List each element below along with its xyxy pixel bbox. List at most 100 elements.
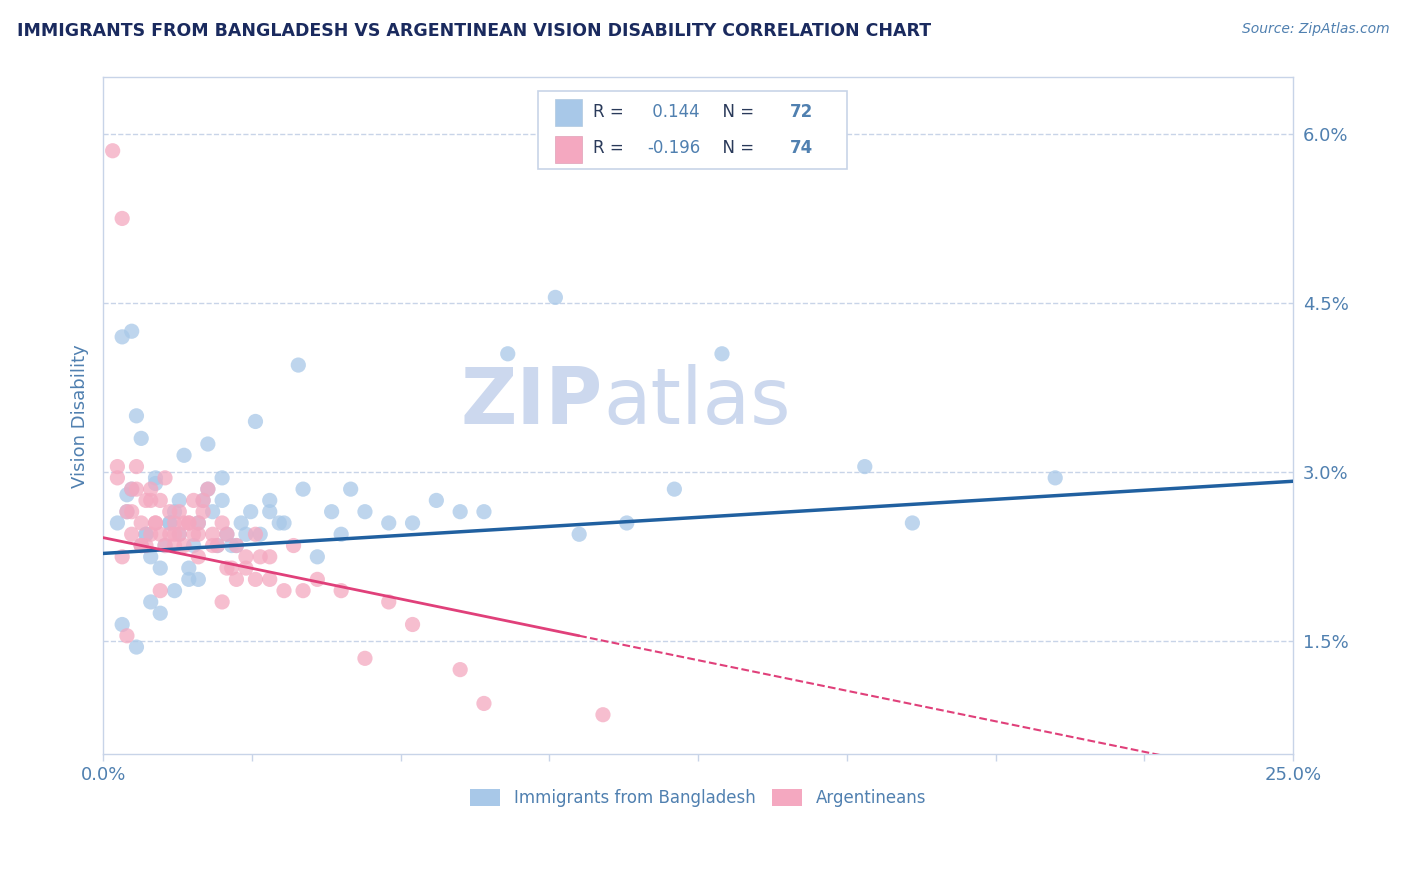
Point [173,516,195,530]
Point [273,583,295,598]
Point [173,539,195,553]
Point [287,358,309,372]
Point [472,505,495,519]
Point [111,617,134,632]
Point [354,651,377,665]
Point [153,471,176,485]
Point [159,505,181,519]
Point [139,482,162,496]
Point [121,482,143,496]
Point [215,527,238,541]
Point [259,573,281,587]
Point [211,595,233,609]
Point [259,549,281,564]
Point [191,505,214,519]
Point [149,583,172,598]
Point [187,549,209,564]
Point [354,505,377,519]
Point [177,573,200,587]
Point [149,493,172,508]
Point [125,482,148,496]
Point [135,527,157,541]
Point [115,505,138,519]
Point [235,549,257,564]
Point [225,539,247,553]
Point [183,493,205,508]
Point [273,516,295,530]
Point [125,459,148,474]
FancyBboxPatch shape [537,91,846,169]
Point [149,606,172,620]
Point [135,527,157,541]
Bar [555,136,582,162]
Point [225,539,247,553]
Point [225,573,247,587]
Point [221,561,243,575]
Point [259,493,281,508]
Point [215,527,238,541]
Point [121,505,143,519]
Point [169,505,191,519]
Point [125,640,148,654]
Point [153,539,176,553]
Point [115,505,138,519]
Point [472,697,495,711]
Point [187,527,209,541]
Point [173,448,195,462]
Point [249,549,271,564]
Point [568,527,591,541]
Point [129,431,152,445]
Point [377,516,399,530]
Point [339,482,361,496]
Point [139,595,162,609]
Text: 72: 72 [790,103,813,121]
Point [187,516,209,530]
Point [211,471,233,485]
Text: Source: ZipAtlas.com: Source: ZipAtlas.com [1241,22,1389,37]
Point [163,516,186,530]
Point [139,549,162,564]
Point [101,144,124,158]
Point [221,539,243,553]
Point [153,539,176,553]
Text: ZIP: ZIP [461,364,603,441]
Point [197,437,219,451]
Point [235,561,257,575]
Point [201,505,224,519]
Point [163,539,186,553]
Point [292,482,315,496]
Point [1045,471,1067,485]
Point [245,414,267,428]
Point [259,505,281,519]
Point [710,347,733,361]
Point [149,527,172,541]
Point [187,573,209,587]
Point [163,527,186,541]
Point [169,493,191,508]
Point [129,516,152,530]
Point [307,573,329,587]
Point [129,539,152,553]
Point [149,561,172,575]
Point [235,527,257,541]
Point [211,493,233,508]
Point [107,516,129,530]
Text: N =: N = [713,139,759,157]
Point [145,516,167,530]
Point [201,527,224,541]
Bar [555,99,582,126]
Point [307,549,329,564]
Point [191,493,214,508]
Point [183,539,205,553]
Point [169,527,191,541]
Point [107,471,129,485]
Point [231,516,253,530]
Legend: Immigrants from Bangladesh, Argentineans: Immigrants from Bangladesh, Argentineans [464,782,932,814]
Point [853,459,876,474]
Point [239,505,262,519]
Point [115,488,138,502]
Point [107,459,129,474]
Point [664,482,686,496]
Point [145,471,167,485]
Point [249,527,271,541]
